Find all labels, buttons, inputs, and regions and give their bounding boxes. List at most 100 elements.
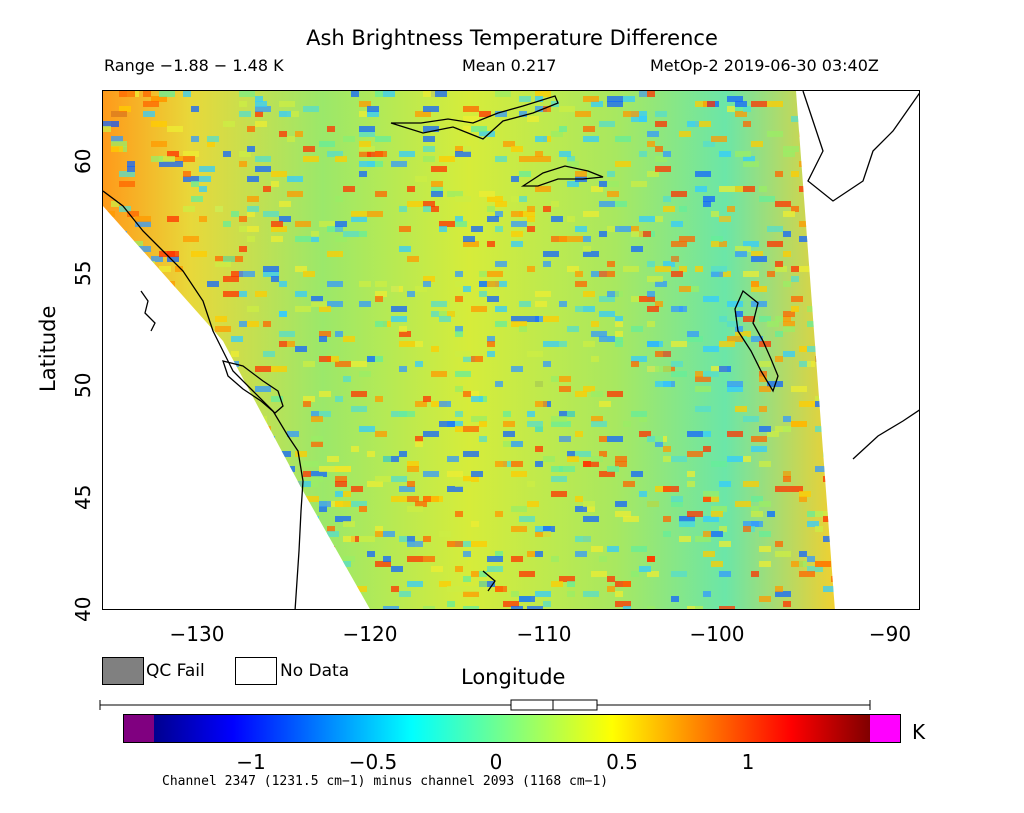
swath-pixel	[831, 201, 835, 207]
colorbar-over	[870, 715, 900, 742]
swath-pixel	[407, 256, 419, 262]
swath-pixel	[223, 276, 239, 282]
swath-pixel	[327, 591, 343, 597]
swath-pixel	[767, 226, 783, 232]
swath-pixel	[271, 496, 287, 502]
swath-pixel	[143, 331, 159, 337]
swath-pixel	[759, 361, 771, 367]
swath-pixel	[527, 606, 543, 609]
swath-pixel	[207, 441, 223, 447]
swath-pixel	[831, 156, 835, 162]
swath-pixel	[263, 211, 279, 217]
swath-pixel	[911, 511, 920, 517]
swath-pixel	[111, 141, 127, 147]
qc-fail-label: QC Fail	[146, 661, 205, 681]
swath-pixel	[655, 121, 667, 127]
swath-pixel	[735, 311, 743, 317]
swath-pixel	[135, 476, 151, 482]
swath-pixel	[255, 156, 271, 162]
swath-pixel	[823, 261, 831, 267]
swath-pixel	[159, 396, 175, 402]
swath-pixel	[143, 111, 155, 117]
swath-pixel	[639, 231, 651, 237]
swath-pixel	[279, 216, 291, 222]
swath-pixel	[207, 581, 219, 587]
swath-pixel	[255, 101, 267, 107]
colorbar-tick-label: −0.5	[348, 750, 398, 774]
swath-pixel	[415, 401, 427, 407]
swath-pixel	[631, 246, 643, 252]
swath-pixel	[319, 411, 331, 417]
swath-pixel	[191, 251, 207, 257]
swath-pixel	[479, 421, 487, 427]
swath-pixel	[143, 531, 159, 537]
swath-pixel	[791, 486, 803, 492]
swath-pixel	[399, 151, 415, 157]
swath-pixel	[399, 411, 415, 417]
swath-pixel	[743, 271, 759, 277]
swath-pixel	[175, 596, 183, 602]
swath-pixel	[511, 606, 523, 609]
swath-pixel	[311, 301, 327, 307]
swath-pixel	[143, 351, 155, 357]
swath-pixel	[543, 456, 555, 462]
swath-pixel	[703, 551, 715, 557]
swath-pixel	[591, 421, 607, 427]
swath-pixel	[839, 476, 847, 482]
swath-pixel	[103, 126, 111, 132]
swath-pixel	[839, 351, 847, 357]
swath-pixel	[671, 596, 679, 602]
swath-pixel	[823, 221, 831, 227]
colorbar-gradient	[154, 715, 870, 742]
swath-pixel	[199, 176, 211, 182]
swath-pixel	[231, 571, 243, 577]
swath-pixel	[511, 556, 523, 562]
swath-pixel	[719, 216, 731, 222]
swath-pixel	[247, 126, 255, 132]
swath-pixel	[463, 116, 479, 122]
swath-pixel	[431, 166, 447, 172]
swath-pixel	[143, 581, 151, 587]
swath-pixel	[879, 561, 891, 567]
swath-pixel	[599, 436, 607, 442]
swath-pixel	[895, 576, 903, 582]
swath-pixel	[863, 556, 879, 562]
swath-pixel	[823, 431, 835, 437]
swath-pixel	[647, 261, 655, 267]
swath-pixel	[327, 226, 335, 232]
swath-pixel	[423, 281, 431, 287]
swath-pixel	[327, 251, 343, 257]
swath-pixel	[279, 111, 291, 117]
swath-pixel	[895, 411, 903, 417]
swath-pixel	[735, 406, 747, 412]
swath-pixel	[351, 586, 367, 592]
swath-pixel	[599, 401, 611, 407]
swath-pixel	[687, 431, 703, 437]
swath-pixel	[783, 211, 795, 217]
swath-pixel	[663, 196, 671, 202]
swath-pixel	[215, 261, 231, 267]
swath-pixel	[295, 451, 307, 457]
swath-pixel	[727, 321, 739, 327]
swath-pixel	[367, 481, 383, 487]
swath-pixel	[543, 361, 551, 367]
swath-pixel	[615, 226, 631, 232]
swath-pixel	[727, 206, 735, 212]
swath-pixel	[351, 361, 367, 367]
swath-pixel	[487, 341, 495, 347]
swath-pixel	[199, 521, 207, 527]
swath-pixel	[247, 306, 259, 312]
swath-pixel	[599, 271, 615, 277]
swath-pixel	[487, 241, 495, 247]
swath-pixel	[863, 141, 875, 147]
swath-pixel	[223, 291, 239, 297]
swath-pixel	[887, 326, 903, 332]
swath-pixel	[703, 591, 711, 597]
swath-pixel	[455, 411, 463, 417]
swath-pixel	[375, 531, 383, 537]
swath-pixel	[783, 416, 791, 422]
swath-pixel	[431, 301, 447, 307]
swath-pixel	[295, 346, 307, 352]
swath-pixel	[143, 286, 155, 292]
swath-pixel	[279, 466, 295, 472]
